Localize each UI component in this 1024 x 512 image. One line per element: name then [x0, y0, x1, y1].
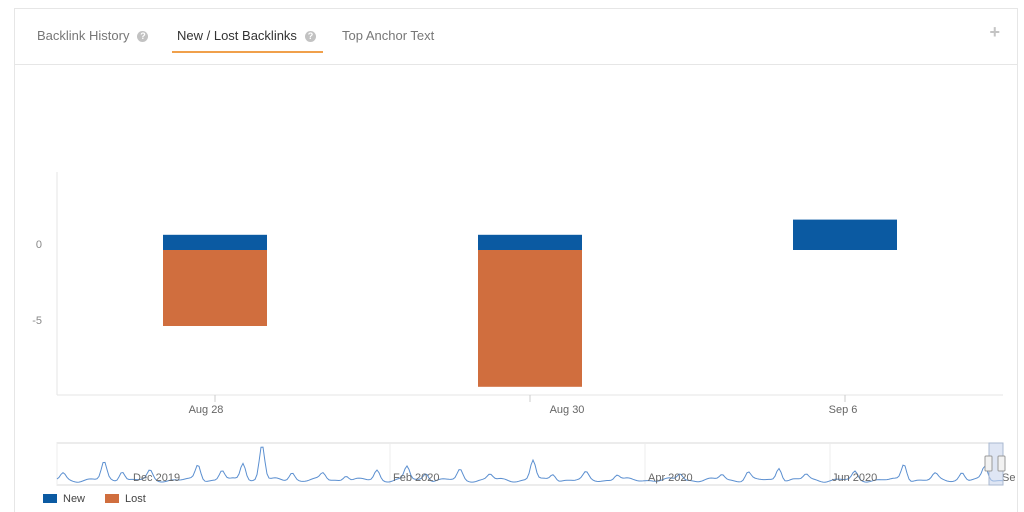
tab-backlink-history[interactable]: Backlink History?: [37, 28, 149, 54]
legend-label-lost: Lost: [125, 493, 146, 505]
tab-top-anchor-text-label: Top Anchor Text: [342, 28, 435, 43]
x-tick-labels: Aug 28 Aug 30 Sep 6: [189, 395, 858, 416]
tab-bar: Backlink History? New / Lost Backlinks? …: [14, 8, 1018, 65]
bar-new-0[interactable]: [163, 234, 267, 250]
legend-swatch-lost: [105, 494, 119, 503]
help-icon[interactable]: ?: [137, 31, 149, 42]
navigator-label: Dec 2019: [133, 472, 180, 484]
navigator-label: Feb 2020: [393, 472, 439, 484]
navigator-label: Jun 2020: [832, 472, 877, 484]
tab-new-lost-backlinks[interactable]: New / Lost Backlinks?: [172, 28, 323, 54]
navigator-label: Se: [1002, 472, 1015, 484]
bar-lost-0[interactable]: [163, 250, 267, 326]
y-tick-label: 0: [36, 239, 42, 251]
x-tick-label: Aug 30: [550, 404, 585, 416]
help-icon[interactable]: ?: [304, 31, 316, 42]
bar-lost-1[interactable]: [478, 250, 582, 387]
navigator-labels: Dec 2019 Feb 2020 Apr 2020 Jun 2020 Se: [133, 472, 1015, 484]
navigator-grid: [56, 443, 831, 485]
navigator-frame: [56, 442, 1004, 486]
navigator-handle-left[interactable]: [984, 455, 993, 472]
legend-label-new: New: [63, 493, 86, 505]
bar-new-1[interactable]: [478, 234, 582, 250]
tab-backlink-history-label: Backlink History: [37, 28, 130, 43]
legend-swatch-new: [43, 494, 57, 503]
bar-marks[interactable]: [163, 219, 897, 387]
tab-top-anchor-text[interactable]: Top Anchor Text: [342, 28, 434, 54]
y-tick-label: -5: [32, 315, 42, 327]
add-widget-button[interactable]: +: [989, 22, 1000, 42]
tab-new-lost-backlinks-label: New / Lost Backlinks: [177, 28, 297, 43]
navigator[interactable]: Dec 2019 Feb 2020 Apr 2020 Jun 2020 Se: [56, 442, 1015, 486]
bar-new-2[interactable]: [793, 219, 897, 250]
y-tick-labels: 0 -5: [32, 239, 42, 327]
navigator-series-line: [56, 446, 1004, 483]
x-tick-label: Sep 6: [829, 404, 858, 416]
x-tick-label: Aug 28: [189, 404, 224, 416]
legend-item-lost[interactable]: Lost: [105, 493, 146, 505]
navigator-handle-right[interactable]: [997, 455, 1006, 472]
navigator-label: Apr 2020: [648, 472, 693, 484]
legend-item-new[interactable]: New: [43, 493, 85, 505]
